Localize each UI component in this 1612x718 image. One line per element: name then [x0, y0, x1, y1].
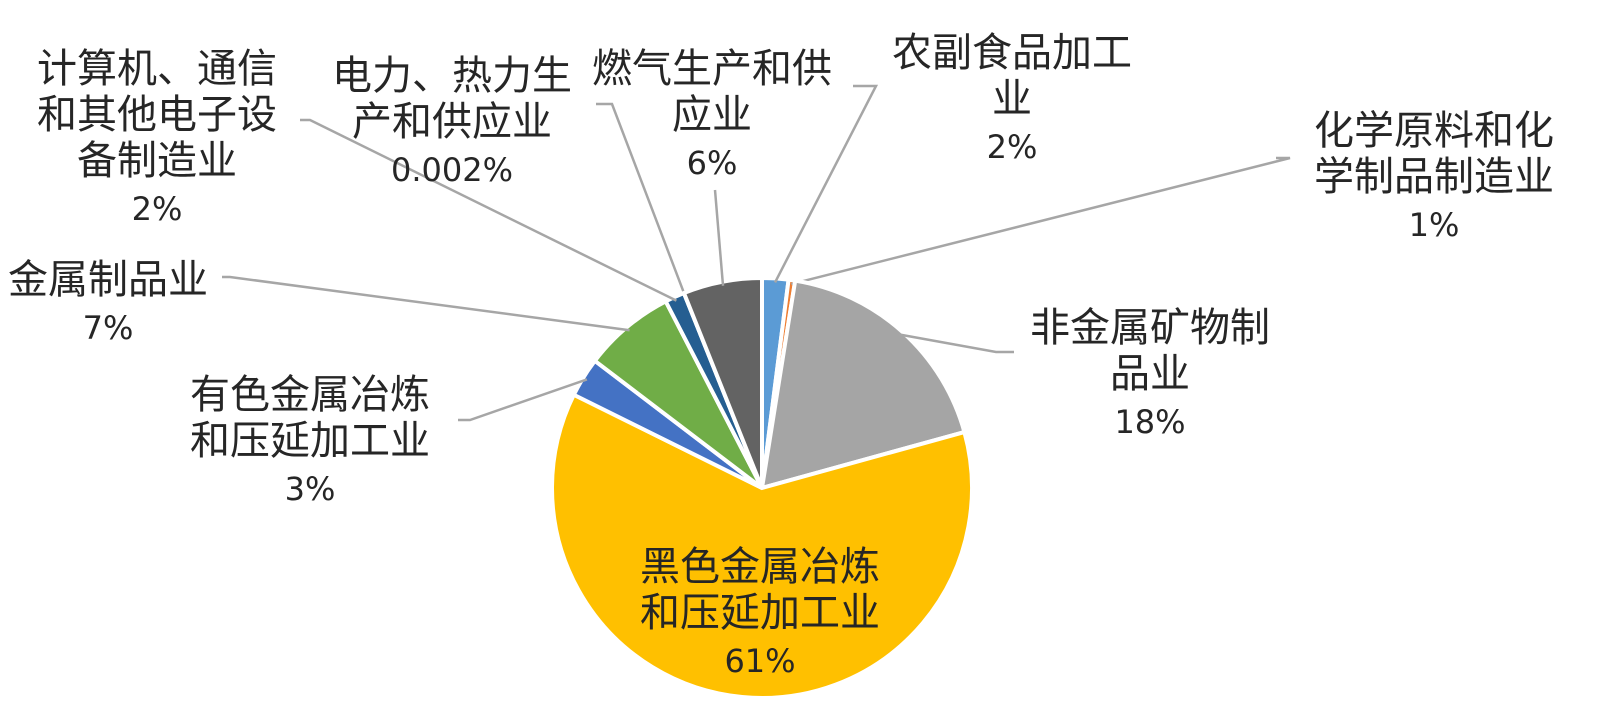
slice-label: 电力、热力生产和供应业 0.002%: [332, 53, 572, 189]
pie-slice: [759, 278, 967, 491]
leader-line: [222, 275, 630, 332]
leader-line: [458, 378, 588, 422]
slice-label: 有色金属冶炼和压延加工业 3%: [190, 372, 430, 508]
slice-label: 燃气生产和供应业 6%: [592, 46, 832, 182]
leader-line: [899, 333, 1014, 354]
slice-label: 黑色金属冶炼和压延加工业 61%: [640, 544, 880, 680]
pie-slice: [550, 392, 974, 700]
slice-label: 化学原料和化学制品制造业 1%: [1314, 108, 1554, 244]
slice-label: 非金属矿物制品业 18%: [1030, 305, 1270, 441]
slice-label: 金属制品业 7%: [8, 257, 208, 347]
leader-line: [713, 189, 725, 286]
leader-line: [596, 102, 687, 298]
leader-line: [300, 118, 677, 302]
slice-label: 农副食品加工业 2%: [892, 30, 1132, 166]
slice-label: 计算机、通信和其他电子设备制造业 2%: [37, 46, 277, 228]
leader-line: [773, 84, 879, 283]
leader-line: [791, 156, 1291, 286]
